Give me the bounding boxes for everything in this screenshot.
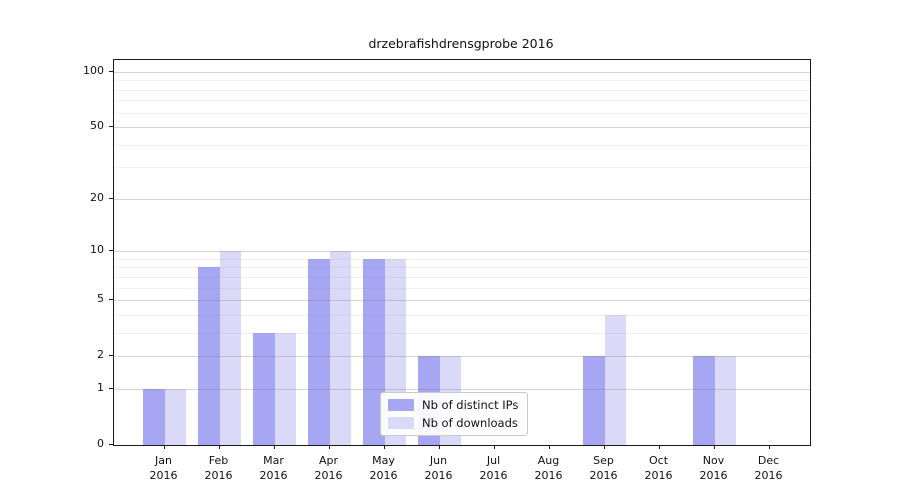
gridline-major-2 [114, 356, 810, 358]
y-tick-1 [109, 387, 113, 389]
y-tick-label-0: 0 [97, 437, 104, 450]
bar-distinct-ips-jan [143, 388, 165, 445]
x-tick-label-dec: Dec 2016 [754, 454, 783, 482]
bar-downloads-feb [219, 251, 241, 445]
x-tick-label-jan: Jan 2016 [149, 454, 178, 482]
gridline-minor-80 [114, 89, 810, 91]
y-tick-label-1: 1 [97, 380, 104, 394]
bar-distinct-ips-apr [308, 258, 330, 445]
bar-downloads-sep [604, 314, 626, 445]
legend-label-downloads: Nb of downloads [422, 416, 518, 430]
bar-downloads-apr [329, 251, 351, 445]
gridline-minor-7 [114, 276, 810, 278]
x-tick-aug [548, 445, 550, 449]
x-tick-nov [713, 445, 715, 449]
x-tick-jan [163, 445, 165, 449]
x-tick-oct [658, 445, 660, 449]
x-tick-label-mar: Mar 2016 [259, 454, 288, 482]
bar-distinct-ips-feb [198, 267, 220, 445]
x-tick-mar [273, 445, 275, 449]
x-tick-label-aug: Aug 2016 [534, 454, 563, 482]
y-tick-label-5: 5 [97, 292, 104, 306]
x-tick-label-feb: Feb 2016 [204, 454, 233, 482]
gridline-major-10 [114, 251, 810, 253]
legend-swatch-downloads [388, 417, 414, 429]
gridline-minor-4 [114, 314, 810, 316]
x-tick-jun [438, 445, 440, 449]
y-tick-label-100: 100 [83, 63, 104, 77]
x-tick-dec [768, 445, 770, 449]
gridline-minor-3 [114, 332, 810, 334]
gridline-minor-70 [114, 100, 810, 102]
x-tick-label-nov: Nov 2016 [699, 454, 728, 482]
bar-downloads-jan [164, 388, 186, 445]
plot-area [113, 59, 811, 446]
bar-downloads-nov [714, 356, 736, 445]
x-tick-label-jun: Jun 2016 [424, 454, 453, 482]
y-tick-10 [109, 250, 113, 252]
x-tick-sep [603, 445, 605, 449]
y-tick-label-20: 20 [90, 190, 104, 204]
legend-item-distinct-ips: Nb of distinct IPs [388, 398, 518, 412]
gridline-major-50 [114, 127, 810, 129]
gridline-minor-8 [114, 267, 810, 269]
y-tick-label-50: 50 [90, 119, 104, 133]
gridline-minor-60 [114, 112, 810, 114]
x-tick-label-sep: Sep 2016 [589, 454, 618, 482]
bar-distinct-ips-mar [253, 332, 275, 445]
gridline-minor-30 [114, 167, 810, 169]
gridline-major-20 [114, 198, 810, 200]
y-tick-5 [109, 299, 113, 301]
gridline-minor-9 [114, 258, 810, 260]
y-tick-label-2: 2 [97, 348, 104, 362]
x-tick-label-oct: Oct 2016 [644, 454, 673, 482]
x-tick-label-jul: Jul 2016 [479, 454, 508, 482]
bar-distinct-ips-nov [693, 356, 715, 445]
y-tick-label-10: 10 [90, 243, 104, 257]
x-tick-apr [328, 445, 330, 449]
bar-distinct-ips-may [363, 258, 385, 445]
gridline-major-1 [114, 388, 810, 390]
gridline-minor-90 [114, 80, 810, 82]
y-tick-20 [109, 197, 113, 199]
legend-swatch-distinct-ips [388, 399, 414, 411]
bar-distinct-ips-sep [583, 356, 605, 445]
y-tick-2 [109, 355, 113, 357]
x-tick-jul [493, 445, 495, 449]
x-tick-label-may: May 2016 [369, 454, 398, 482]
legend-label-distinct-ips: Nb of distinct IPs [422, 398, 519, 412]
gridline-minor-6 [114, 287, 810, 289]
x-tick-feb [218, 445, 220, 449]
bar-downloads-mar [274, 332, 296, 445]
x-tick-may [383, 445, 385, 449]
gridline-major-100 [114, 71, 810, 73]
x-tick-label-apr: Apr 2016 [314, 454, 343, 482]
chart-title: drzebrafishdrensgprobe 2016 [368, 36, 554, 51]
y-tick-0 [109, 444, 113, 445]
legend: Nb of distinct IPs Nb of downloads [380, 392, 529, 436]
y-tick-100 [109, 70, 113, 72]
gridline-minor-40 [114, 144, 810, 146]
gridline-major-5 [114, 300, 810, 302]
y-tick-50 [109, 126, 113, 128]
legend-item-downloads: Nb of downloads [388, 416, 518, 430]
